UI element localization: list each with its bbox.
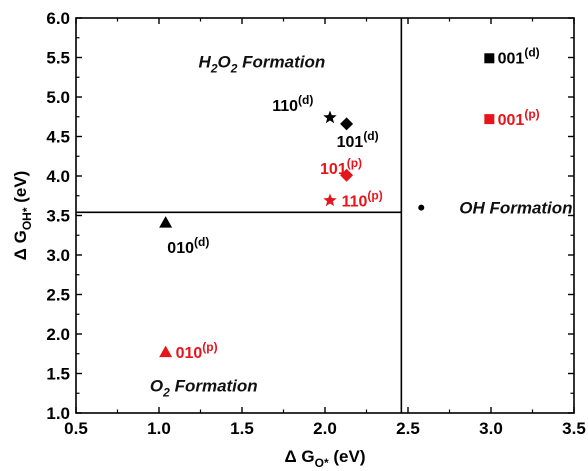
x-tick-label: 3.5 [562, 419, 586, 438]
point-label-001-d: 001(d) [498, 46, 540, 68]
y-tick-label: 4.5 [46, 128, 70, 147]
x-tick-label: 3.0 [479, 419, 503, 438]
data-points [159, 53, 495, 358]
y-tick-label: 5.5 [46, 49, 70, 68]
region-labels: H2O2 Formation O2 Formation OH Formation [150, 52, 573, 399]
point-001-p [484, 114, 495, 125]
point-110-d [323, 110, 337, 124]
point-110-p [323, 193, 337, 207]
point-label-010-d: 010(d) [167, 235, 209, 257]
y-tick-label: 2.0 [46, 325, 70, 344]
point-label-101-p: 101(p) [320, 156, 362, 178]
point-label-110-d: 110(d) [272, 93, 313, 115]
point-101-p [340, 168, 354, 182]
x-axis-title: Δ GO* (eV) [284, 447, 365, 470]
axes: 0.5 1.0 1.5 2.0 2.5 3.0 3.51.01.52.02.53.03.54… [11, 9, 586, 470]
region-label-h2o2: H2O2 Formation [199, 52, 326, 75]
point-010-d [159, 216, 173, 228]
y-tick-label: 1.0 [46, 404, 70, 423]
x-tick-label: 2.0 [313, 419, 337, 438]
point-label-001-p: 001(p) [498, 107, 540, 129]
y-tick-label: 1.5 [46, 365, 70, 384]
x-tick-label: 0.5 [64, 419, 88, 438]
x-tick-label: 1.0 [147, 419, 171, 438]
point-001-d [484, 53, 495, 64]
point-oh [418, 204, 425, 211]
point-label-110-p: 110(p) [342, 188, 383, 210]
point-010-p [159, 345, 173, 358]
region-label-o2: O2 Formation [150, 376, 258, 399]
y-tick-label: 4.0 [46, 167, 70, 186]
y-tick-label: 6.0 [46, 9, 70, 28]
y-axis-title: Δ GOH* (eV) [11, 171, 34, 261]
point-label-010-p: 010(p) [176, 340, 218, 362]
y-tick-label: 2.5 [46, 286, 70, 305]
y-tick-label: 3.0 [46, 246, 70, 265]
point-label-101-d: 101(d) [337, 129, 379, 151]
y-tick-label: 3.5 [46, 207, 70, 226]
x-tick-label: 1.5 [230, 419, 254, 438]
point-labels: 001(d) 001(p) 110(d) 101(d) 101(p) 110(p) 010(… [167, 46, 539, 363]
x-tick-label: 2.5 [396, 419, 420, 438]
y-tick-label: 5.0 [46, 88, 70, 107]
region-label-oh: OH Formation [459, 199, 572, 218]
guide-lines [76, 18, 403, 413]
point-101-d [340, 117, 354, 131]
